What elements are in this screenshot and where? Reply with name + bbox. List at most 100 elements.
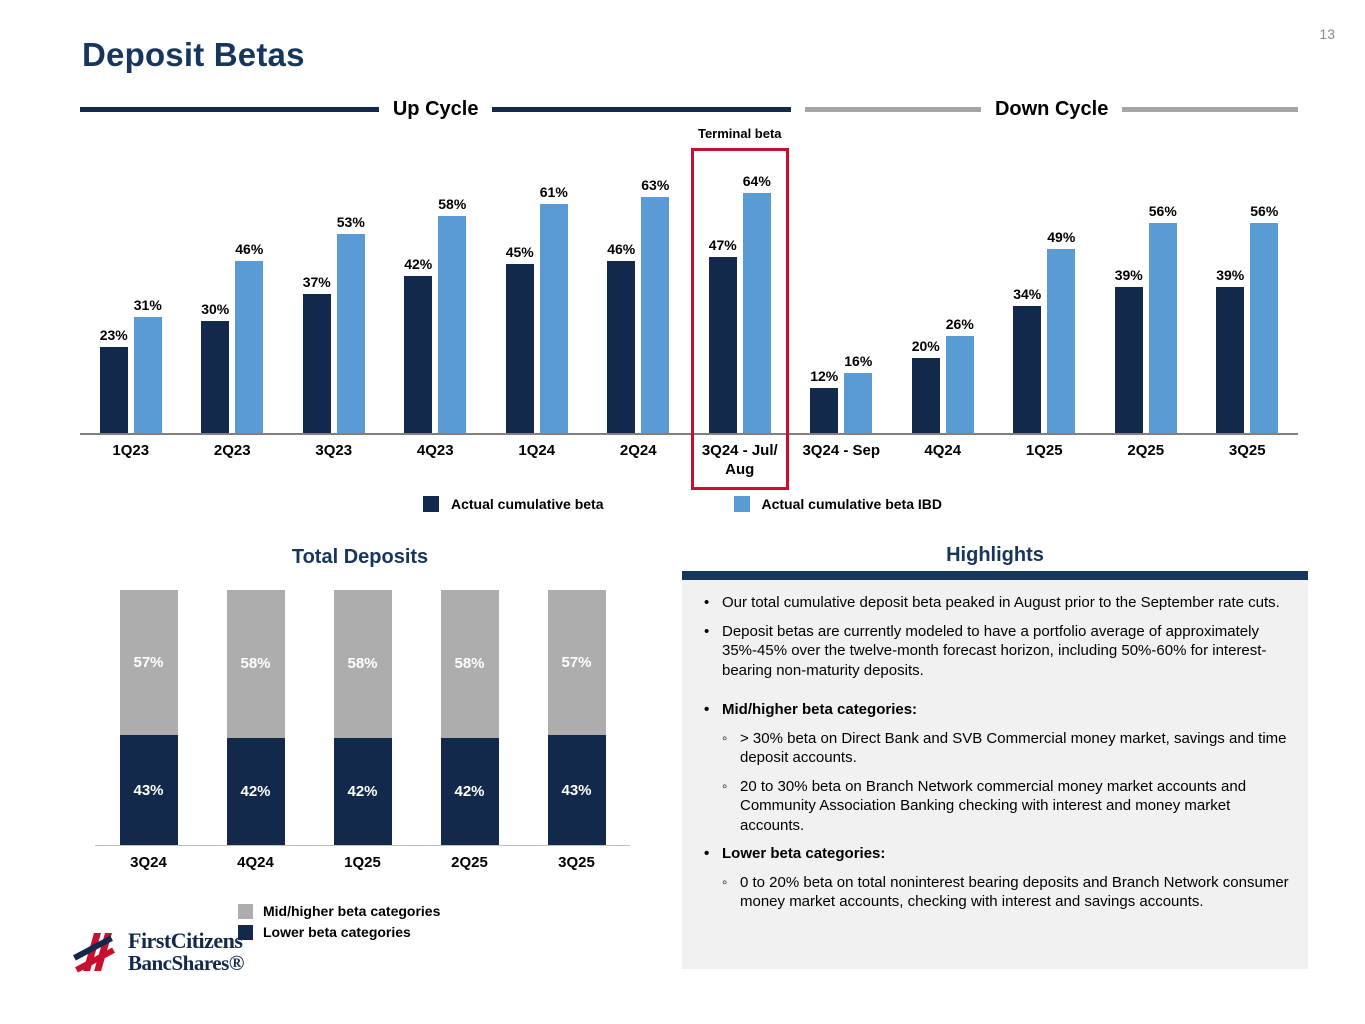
highlight-text: Mid/higher beta categories: [722,701,918,718]
bar-with-label: 20% [912,338,940,433]
up-cycle-label: Up Cycle [392,98,479,120]
category-label: 3Q25 [558,854,595,871]
bar [1114,286,1143,433]
bar-with-label: 56% [1250,203,1278,433]
deposit-betas-plot: 23% 31% 30% 46% 37% 53% 42% 58% 45% 61% 46% 63% 47% 6… [80,128,1298,433]
bar [505,264,534,433]
legend-item: Lower beta categories [238,924,440,940]
legend-swatch [238,903,253,919]
legend-item: Actual cumulative beta IBD [733,496,942,512]
category-label: 4Q24 [237,854,274,871]
bar-with-label: 45% [506,244,534,433]
segment-value-label: 57% [133,654,164,672]
bar [1148,223,1177,433]
bar-group: 20% 26% [892,128,994,433]
bar-with-label: 37% [303,274,331,433]
category-label: 4Q24 [924,442,962,459]
stacked-bar: 58% 42% [226,590,285,845]
category-label: 2Q23 [213,442,251,459]
bullet-icon: • [704,845,710,862]
down-cycle-label: Down Cycle [994,98,1109,120]
total-deposits-x-axis [95,845,630,846]
segment-value-label: 58% [347,655,378,673]
logo-text: FirstCitizens BancShares® [128,929,245,975]
category-label: 3Q24 - Jul/ Aug [701,442,778,478]
stacked-bar-group: 58% 42% [202,588,309,845]
legend-swatch [733,496,750,512]
total-deposits-category-axis: 3Q24 4Q24 1Q25 2Q25 3Q25 [95,846,630,871]
bar [438,215,467,433]
stacked-bar-segment: 58% [440,590,499,738]
bar-value-label: 58% [438,195,467,212]
stacked-bar-segment: 42% [333,737,392,845]
bar-with-label: 61% [540,184,568,433]
segment-value-label: 58% [454,655,485,673]
bar-group: 30% 46% [182,128,284,433]
highlight-text: Our total cumulative deposit beta peaked… [722,594,1280,611]
bar-value-label: 61% [539,184,568,201]
down-cycle-line-left [805,107,981,112]
highlights-title-rule [682,571,1308,580]
bar-value-label: 34% [1013,285,1042,302]
stacked-bar-segment: 57% [547,590,606,736]
bar-value-label: 30% [201,300,230,317]
segment-value-label: 43% [133,781,164,799]
bar [201,320,230,433]
bar [1013,305,1042,433]
bar-value-label: 46% [235,240,264,257]
bar-with-label: 58% [438,195,467,433]
bar-value-label: 49% [1047,229,1076,246]
bar-with-label: 12% [810,368,838,433]
bar-value-label: 46% [607,240,636,257]
bar-value-label: 26% [945,315,974,332]
highlight-item: • Mid/higher beta categories: [684,700,1290,720]
bar-with-label: 39% [1216,267,1244,433]
segment-value-label: 43% [561,781,592,799]
stacked-bar-segment: 57% [119,590,178,736]
bar [1216,286,1245,433]
stacked-bar-segment: 43% [547,735,606,845]
legend-label: Actual cumulative beta [451,496,604,512]
bar-value-label: 64% [742,173,771,189]
bar-with-label: 46% [235,240,264,433]
category-label: 4Q23 [416,442,454,459]
bar [133,316,162,433]
category-label: 1Q24 [518,442,556,459]
up-cycle-line-right [492,107,792,112]
first-citizens-bancshares-logo: FirstCitizens BancShares® [68,926,245,978]
stacked-bar-group: 58% 42% [416,588,523,845]
highlight-item: • Lower beta categories: [684,844,1290,864]
stacked-bar-segment: 42% [440,737,499,845]
stacked-bar-group: 57% 43% [523,588,630,845]
logo-line-2: BancShares® [128,950,245,975]
bar-value-label: 31% [133,296,162,313]
segment-value-label: 57% [561,654,592,672]
legend-item: Mid/higher beta categories [238,903,440,919]
slide-title: Deposit Betas [82,36,305,73]
bar-with-label: 26% [945,315,974,433]
bullet-icon: • [704,594,710,611]
highlight-item: ◦ > 30% beta on Direct Bank and SVB Comme… [684,729,1290,768]
bar [1047,249,1076,433]
bar [1250,223,1279,433]
down-cycle-header: Down Cycle [805,98,1298,121]
category-label: 3Q23 [315,442,353,459]
deposit-betas-category-axis: 1Q23 2Q23 3Q23 4Q23 1Q24 2Q24 3Q24 - Jul/ Aug 3… [80,435,1298,480]
bar [810,388,839,433]
bar [844,373,873,433]
bar-value-label: 63% [641,176,670,193]
page-number: 13 [1319,26,1335,42]
stacked-bar: 57% 43% [119,590,178,845]
bar-with-label: 49% [1047,229,1075,433]
category-label: 2Q25 [451,854,488,871]
bar-with-label: 16% [844,353,872,433]
total-deposits-title: Total Deposits [291,546,429,568]
bar-value-label: 42% [404,255,433,272]
bar-with-label: 31% [134,297,162,433]
bullet-icon: • [704,622,710,640]
bar [641,196,670,433]
bar-with-label: 53% [337,214,365,433]
cycle-header: Up Cycle Down Cycle [80,98,1298,121]
sub-bullet-icon: ◦ [722,777,728,795]
